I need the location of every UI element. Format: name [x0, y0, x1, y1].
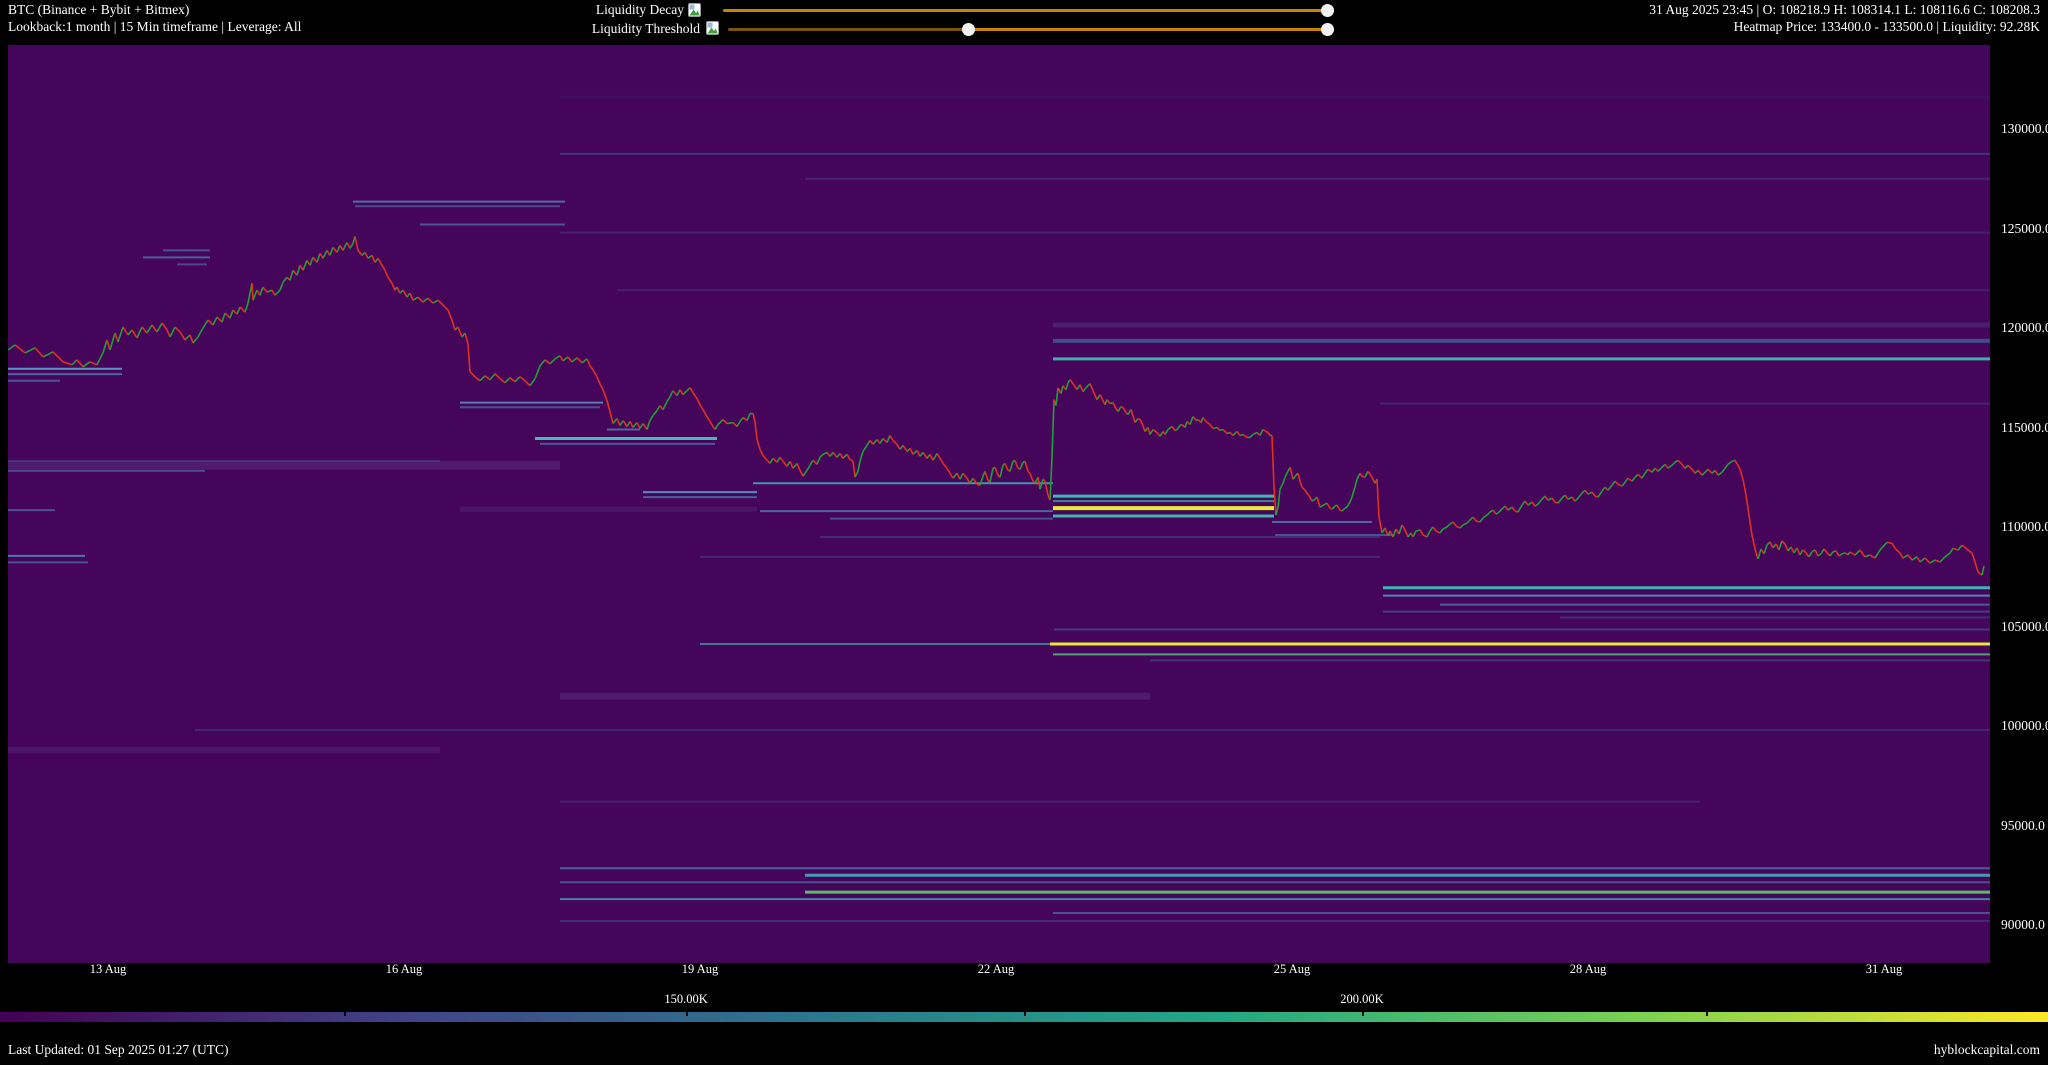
colorbar-label: 200.00K — [1322, 992, 1402, 1007]
site-watermark: hyblockcapital.com — [1934, 1042, 2040, 1058]
price-line-segment — [1121, 407, 1123, 408]
price-line-segment — [1887, 542, 1892, 543]
colorbar-minor-tick — [1024, 1011, 1026, 1016]
price-line-segment — [1175, 429, 1177, 430]
liquidation-heatmap-app: BTC (Binance + Bybit + Bitmex) Lookback:… — [0, 0, 2048, 1065]
price-axis-label: 100000.0 — [2001, 718, 2048, 734]
date-axis-label: 22 Aug — [961, 962, 1031, 977]
date-axis-label: 28 Aug — [1553, 962, 1623, 977]
price-line-segment — [1240, 434, 1243, 435]
price-axis-label: 110000.0 — [2001, 519, 2048, 535]
price-line-segment — [1213, 428, 1217, 429]
colorbar-label: 150.00K — [646, 992, 726, 1007]
date-axis-label: 25 Aug — [1257, 962, 1327, 977]
price-axis-label: 125000.0 — [2001, 221, 2048, 237]
heatmap-background — [8, 45, 1990, 963]
colorbar-minor-tick — [344, 1011, 346, 1016]
price-axis-label: 130000.0 — [2001, 121, 2048, 137]
heatmap-chart-canvas[interactable] — [0, 0, 2048, 1065]
price-line-segment — [1266, 431, 1268, 432]
price-line-segment — [1842, 553, 1845, 554]
price-axis-label: 120000.0 — [2001, 320, 2048, 336]
price-line-segment — [1320, 506, 1322, 507]
price-axis-label: 115000.0 — [2001, 420, 2048, 436]
colorbar-tick — [686, 1008, 688, 1016]
colorbar-tick — [1362, 1008, 1364, 1016]
price-axis-label: 95000.0 — [2001, 818, 2045, 834]
date-axis-label: 16 Aug — [369, 962, 439, 977]
price-line-segment — [1345, 507, 1347, 508]
date-axis-label: 31 Aug — [1849, 962, 1919, 977]
last-updated-text: Last Updated: 01 Sep 2025 01:27 (UTC) — [8, 1042, 228, 1058]
price-line-segment — [252, 283, 253, 300]
price-axis-label: 90000.0 — [2001, 917, 2045, 933]
price-line-segment — [1138, 419, 1140, 420]
price-axis-label: 105000.0 — [2001, 619, 2048, 635]
date-axis-label: 19 Aug — [665, 962, 735, 977]
colorbar-minor-tick — [1706, 1011, 1708, 1016]
date-axis-label: 13 Aug — [73, 962, 143, 977]
price-line-segment — [1496, 513, 1498, 514]
price-line-segment — [727, 423, 733, 424]
